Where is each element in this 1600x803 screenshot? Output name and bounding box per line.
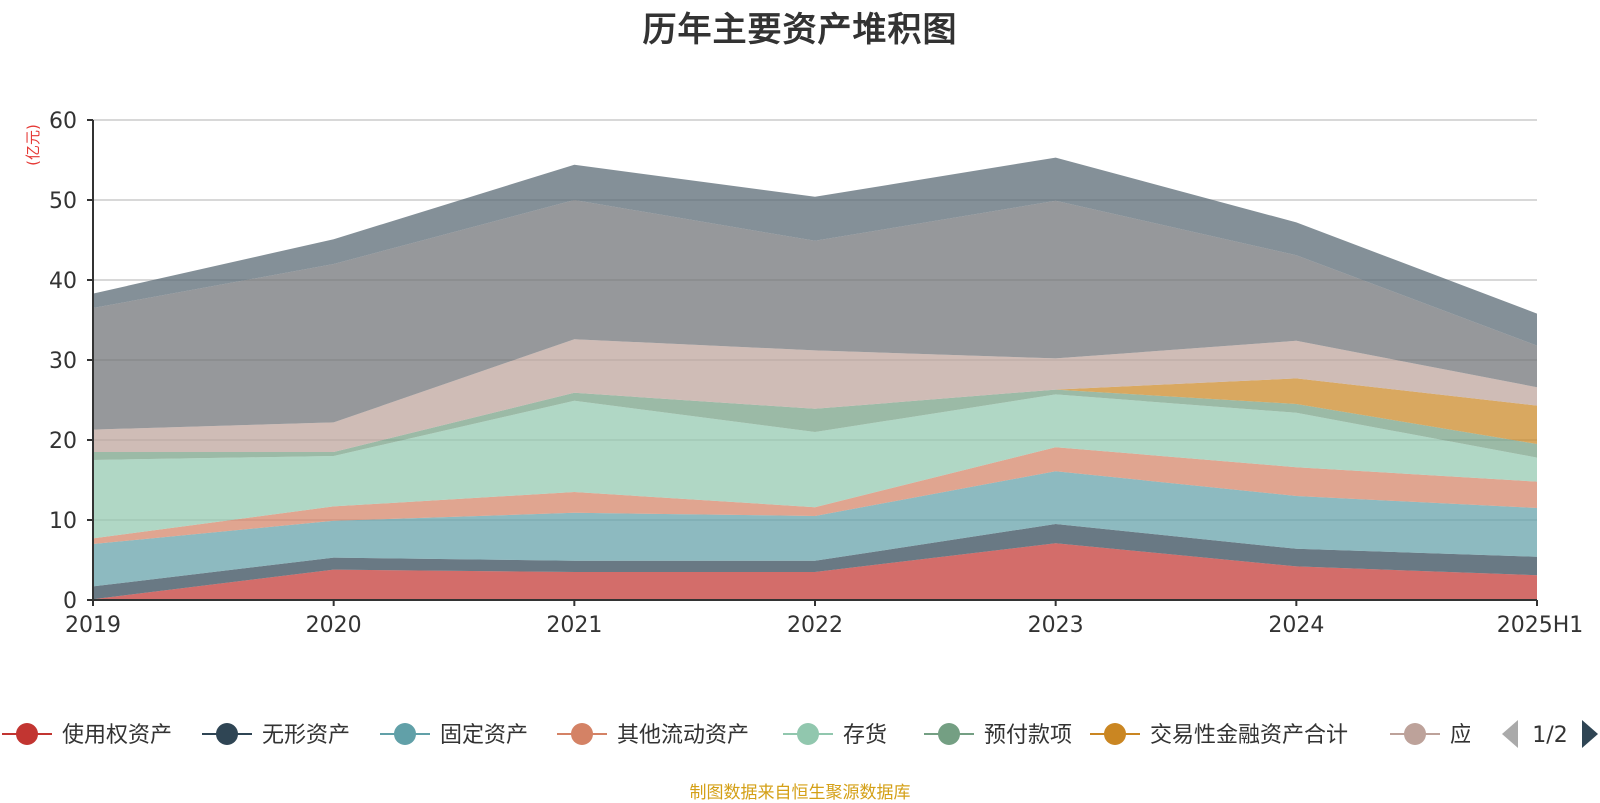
y-tick-label: 50 <box>49 189 77 214</box>
legend-label: 其他流动资产 <box>617 723 749 748</box>
x-tick-label: 2019 <box>65 613 121 638</box>
legend-page-indicator: 1/2 <box>1532 723 1567 748</box>
legend-item[interactable]: 使用权资产 <box>2 723 172 748</box>
y-tick-label: 20 <box>49 429 77 454</box>
legend: 使用权资产 无形资产 固定资产 其他流动资产 存货 预付款项 交易性金融资产合计 应收 <box>2 723 1494 748</box>
area-series <box>93 447 1537 544</box>
area-series <box>93 200 1537 430</box>
axes: 0 10 20 30 40 50 60 2019 2020 2021 2022 2023 2024 202… <box>49 109 1583 638</box>
triangle-left-icon[interactable] <box>1502 720 1518 748</box>
x-tick-label: 2020 <box>306 613 362 638</box>
legend-dot-icon <box>1404 723 1426 745</box>
legend-dot-icon <box>394 723 416 745</box>
legend-item[interactable]: 应收 <box>1390 723 1494 748</box>
area-series <box>93 378 1537 452</box>
legend-item[interactable]: 固定资产 <box>380 723 528 748</box>
legend-label: 应收 <box>1450 723 1494 748</box>
y-tick-label: 40 <box>49 269 77 294</box>
legend-dot-icon <box>1104 723 1126 745</box>
y-axis-unit-label: (亿元) <box>24 124 42 166</box>
legend-item[interactable]: 交易性金融资产合计 <box>1090 723 1348 748</box>
legend-label: 存货 <box>843 723 887 748</box>
area-series <box>93 389 1537 460</box>
x-tick-label: 2024 <box>1268 613 1324 638</box>
triangle-right-icon[interactable] <box>1582 720 1598 748</box>
area-series-group <box>93 157 1537 600</box>
area-series <box>93 394 1537 539</box>
y-tick-label: 0 <box>63 589 77 614</box>
x-tick-label: 2021 <box>546 613 602 638</box>
legend-label: 无形资产 <box>262 723 350 748</box>
legend-dot-icon <box>797 723 819 745</box>
legend-dot-icon <box>571 723 593 745</box>
legend-pager: 1/2 <box>1502 720 1598 748</box>
area-series <box>93 339 1537 452</box>
x-tick-label: 2023 <box>1028 613 1084 638</box>
y-tick-label: 10 <box>49 509 77 534</box>
legend-label: 预付款项 <box>984 723 1072 748</box>
legend-item[interactable]: 无形资产 <box>202 723 350 748</box>
chart-title: 历年主要资产堆积图 <box>642 10 958 50</box>
legend-label: 使用权资产 <box>62 723 172 748</box>
legend-label: 交易性金融资产合计 <box>1150 723 1348 748</box>
area-series <box>93 524 1537 600</box>
legend-item[interactable]: 预付款项 <box>924 723 1072 748</box>
data-source-note: 制图数据来自恒生聚源数据库 <box>689 783 911 803</box>
area-series <box>93 543 1537 600</box>
legend-item[interactable]: 其他流动资产 <box>557 723 749 748</box>
legend-dot-icon <box>216 723 238 745</box>
legend-item[interactable]: 存货 <box>783 723 887 748</box>
y-tick-label: 30 <box>49 349 77 374</box>
x-tick-label: 2025H1 <box>1497 613 1584 638</box>
legend-label: 固定资产 <box>440 723 528 748</box>
legend-dot-icon <box>938 723 960 745</box>
x-tick-label: 2022 <box>787 613 843 638</box>
area-series <box>93 157 1537 346</box>
y-tick-label: 60 <box>49 109 77 134</box>
area-series <box>93 471 1537 587</box>
legend-dot-icon <box>16 723 38 745</box>
